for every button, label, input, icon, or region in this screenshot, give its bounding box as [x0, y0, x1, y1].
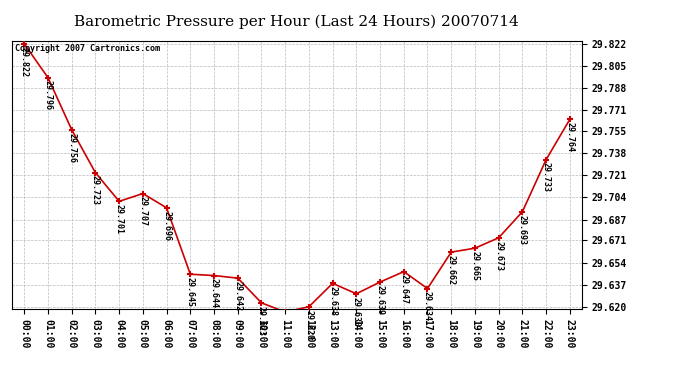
Text: 29.822: 29.822	[20, 46, 29, 76]
Text: Copyright 2007 Cartronics.com: Copyright 2007 Cartronics.com	[15, 44, 160, 53]
Text: 29.796: 29.796	[43, 81, 52, 111]
Text: 29.623: 29.623	[257, 306, 266, 336]
Text: 29.645: 29.645	[186, 277, 195, 307]
Text: 29.723: 29.723	[91, 176, 100, 206]
Text: 29.647: 29.647	[400, 274, 408, 304]
Text: Barometric Pressure per Hour (Last 24 Hours) 20070714: Barometric Pressure per Hour (Last 24 Ho…	[75, 15, 519, 29]
Text: 29.665: 29.665	[471, 251, 480, 281]
Text: 29.733: 29.733	[542, 162, 551, 192]
Text: 29.620: 29.620	[304, 309, 313, 339]
Text: 29.662: 29.662	[446, 255, 455, 285]
Text: 29.630: 29.630	[352, 297, 361, 327]
Text: 29.673: 29.673	[494, 241, 503, 271]
Text: 29.644: 29.644	[210, 278, 219, 308]
Text: 29.642: 29.642	[233, 281, 242, 311]
Text: 29.701: 29.701	[115, 204, 124, 234]
Text: 29.693: 29.693	[518, 214, 527, 244]
Text: 29.639: 29.639	[375, 285, 384, 315]
Text: 29.616: 29.616	[0, 374, 1, 375]
Text: 29.696: 29.696	[162, 211, 171, 241]
Text: 29.707: 29.707	[139, 196, 148, 226]
Text: 29.638: 29.638	[328, 286, 337, 316]
Text: 29.756: 29.756	[67, 132, 76, 162]
Text: 29.634: 29.634	[423, 291, 432, 321]
Text: 29.764: 29.764	[565, 122, 574, 152]
